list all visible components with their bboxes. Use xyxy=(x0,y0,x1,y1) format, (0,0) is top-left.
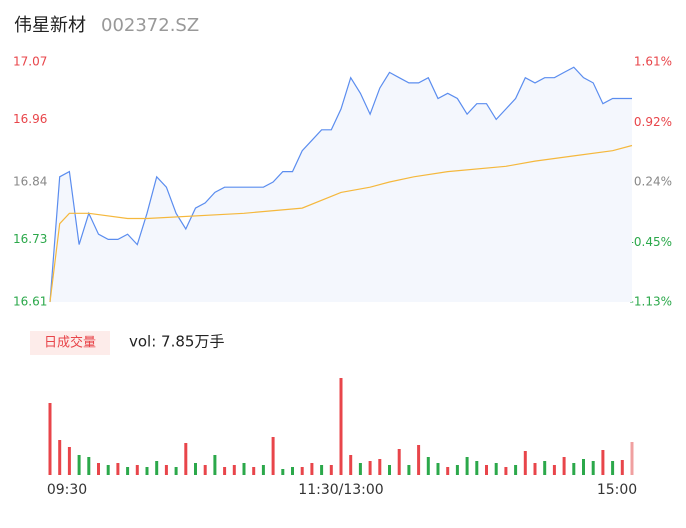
volume-bar xyxy=(116,463,120,475)
volume-bar xyxy=(504,467,508,475)
volume-bar xyxy=(378,459,382,475)
volume-bar xyxy=(261,465,265,475)
volume-bar xyxy=(174,467,178,475)
volume-bar xyxy=(184,443,188,475)
volume-bar xyxy=(291,467,294,475)
y-tick-label: 16.96 xyxy=(13,112,47,126)
y2-tick-label: -0.45% xyxy=(630,235,672,249)
volume-bar xyxy=(145,467,149,475)
volume-bar xyxy=(164,465,168,475)
volume-bar xyxy=(242,463,246,475)
price-area xyxy=(50,67,632,302)
volume-bar xyxy=(349,455,353,475)
y-tick-label: 16.61 xyxy=(13,295,47,309)
x-tick-label: 11:30/13:00 xyxy=(298,482,383,498)
volume-bar xyxy=(397,449,401,475)
volume-bar xyxy=(281,469,285,475)
volume-bar xyxy=(203,465,207,475)
volume-bar xyxy=(494,463,498,475)
volume-bar xyxy=(320,465,324,475)
x-tick-label: 09:30 xyxy=(47,482,87,498)
y2-tick-label: 0.24% xyxy=(634,175,672,189)
volume-bar xyxy=(329,465,333,475)
volume-bar xyxy=(339,378,343,475)
volume-bar xyxy=(543,461,547,475)
volume-bar xyxy=(601,450,605,475)
volume-bar xyxy=(232,465,236,475)
volume-bar xyxy=(58,440,62,475)
volume-bar xyxy=(388,465,391,475)
volume-button-label[interactable]: 日成交量 xyxy=(44,335,96,351)
volume-bar xyxy=(562,457,566,475)
volume-bar xyxy=(455,465,459,475)
volume-bar xyxy=(194,463,197,475)
x-tick-label: 15:00 xyxy=(597,482,637,498)
volume-bar xyxy=(358,463,362,475)
volume-bar xyxy=(465,457,469,475)
volume-label: vol: 7.85万手 xyxy=(129,333,224,351)
volume-bar xyxy=(126,467,130,475)
y2-tick-label: -1.13% xyxy=(630,295,672,309)
volume-bar xyxy=(485,465,488,475)
volume-bar xyxy=(417,445,421,475)
volume-bar xyxy=(252,467,256,475)
volume-bar xyxy=(223,467,227,475)
volume-bar xyxy=(591,461,595,475)
volume-bar xyxy=(77,455,81,475)
volume-bar xyxy=(436,463,440,475)
volume-bar xyxy=(572,463,576,475)
y-tick-label: 17.07 xyxy=(13,55,47,69)
price-line xyxy=(49,66,632,303)
volume-bar xyxy=(48,403,52,475)
chart-title: 伟星新材 xyxy=(14,15,86,36)
volume-bar xyxy=(620,460,624,475)
volume-bar xyxy=(426,457,430,475)
volume-bar xyxy=(213,455,217,475)
volume-bar xyxy=(106,465,110,475)
volume-bar xyxy=(514,465,518,475)
volume-bar xyxy=(310,463,314,475)
y2-tick-label: 0.92% xyxy=(634,115,672,129)
y2-tick-label: 1.61% xyxy=(634,55,672,69)
volume-bar xyxy=(87,457,91,475)
volume-button[interactable] xyxy=(30,331,110,355)
volume-bar xyxy=(135,465,139,475)
average-line xyxy=(49,144,633,303)
y-tick-label: 16.84 xyxy=(13,175,47,189)
volume-bar xyxy=(552,465,556,475)
volume-bar xyxy=(67,447,71,475)
volume-bar xyxy=(533,463,537,475)
volume-bar xyxy=(155,461,159,475)
volume-bar xyxy=(611,461,615,475)
volume-bar xyxy=(446,467,450,475)
volume-bar xyxy=(300,467,304,475)
volume-bar xyxy=(630,442,634,475)
volume-bar xyxy=(97,463,100,475)
stock-code: 002372.SZ xyxy=(101,15,199,36)
volume-bar xyxy=(271,437,275,475)
volume-bar xyxy=(523,451,527,475)
volume-bar xyxy=(407,465,411,475)
volume-bar xyxy=(475,461,479,475)
volume-bar xyxy=(582,459,585,475)
volume-bar xyxy=(368,461,372,475)
y-tick-label: 16.73 xyxy=(13,232,47,246)
